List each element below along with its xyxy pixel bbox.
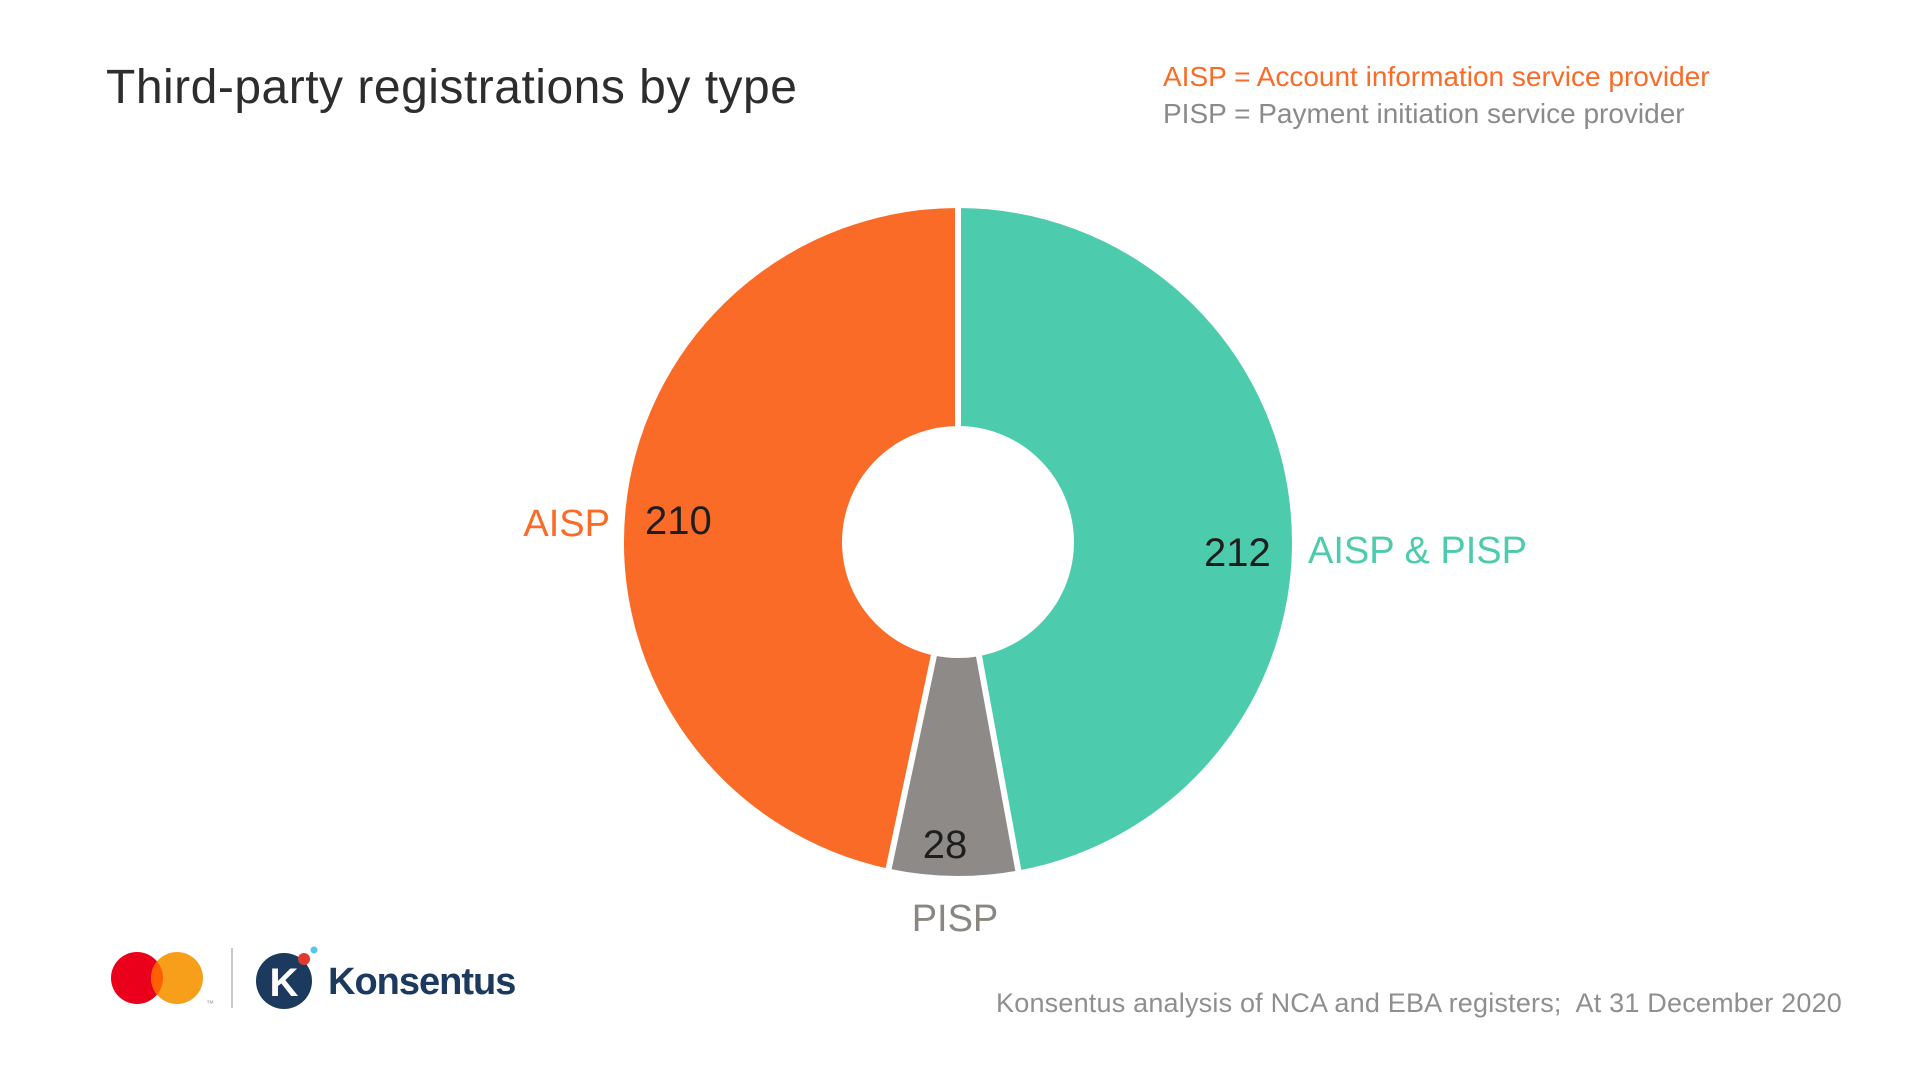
- aisp-pisp-slice-value: 212: [1204, 531, 1271, 575]
- donut-slice-aisp-pisp: [955, 201, 1298, 877]
- page-title: Third-party registrations by type: [106, 61, 798, 114]
- donut-slice-aisp: [617, 201, 961, 876]
- konsentus-circle: [256, 953, 312, 1009]
- legend-aisp-definition: AISP = Account information service provi…: [1163, 61, 1710, 92]
- konsentus-red-dot: [298, 953, 310, 965]
- aisp-pisp-slice-label: AISP & PISP: [1308, 530, 1527, 572]
- legend-pisp-definition: PISP = Payment initiation service provid…: [1163, 98, 1685, 129]
- mastercard-orange-circle: [151, 952, 203, 1004]
- mastercard-logo: ™: [111, 952, 214, 1008]
- mastercard-red-circle: [111, 952, 163, 1004]
- konsentus-blue-dot: [310, 946, 318, 954]
- pisp-slice-value: 28: [922, 823, 968, 867]
- source-note: Konsentus analysis of NCA and EBA regist…: [996, 988, 1842, 1018]
- pisp-slice-label: PISP: [911, 898, 999, 940]
- mastercard-tm: ™: [206, 999, 214, 1008]
- konsentus-wordmark: Konsentus: [328, 961, 515, 1003]
- logo-divider: [231, 948, 233, 1008]
- konsentus-monogram: K: [270, 961, 299, 1005]
- konsentus-logo: K Konsentus: [256, 946, 516, 1009]
- legend: AISP = Account information service provi…: [1163, 58, 1710, 132]
- aisp-slice-value: 210: [645, 499, 712, 543]
- aisp-slice-label: AISP: [523, 503, 610, 545]
